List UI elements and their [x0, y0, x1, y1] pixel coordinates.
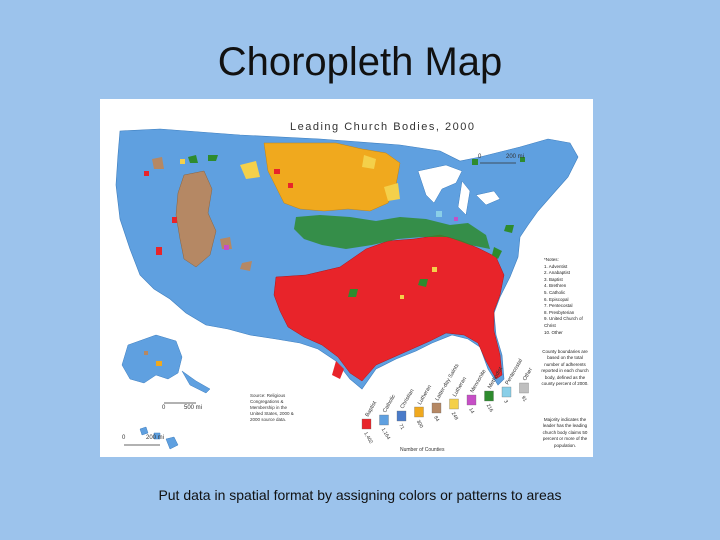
- methodist-band: [294, 215, 490, 249]
- legend-bars: Baptist 1,402 Catholic 1,164 Christian 71 Luth…: [361, 358, 534, 445]
- scale-label-alaska: 500 mi: [184, 405, 203, 411]
- legend-swatch: [501, 386, 512, 398]
- legend-label: Lutheran: [452, 376, 468, 398]
- legend-swatch: [519, 382, 529, 394]
- scale-label-main: 200 mi: [506, 154, 525, 160]
- legend-count: 216: [485, 403, 494, 413]
- legend-list-item: 4. Brethren: [544, 283, 567, 289]
- legend-label: Catholic: [382, 394, 397, 414]
- map-title: Leading Church Bodies, 2000: [290, 121, 476, 133]
- legend-list-item: 8. Presbyterian: [544, 309, 575, 315]
- legend-swatch: [466, 394, 477, 406]
- scattered-counties: [144, 157, 525, 299]
- scale-zero-alaska: 0: [162, 405, 166, 411]
- legend-swatch: [431, 402, 442, 414]
- scale-zero-main: 0: [478, 154, 482, 160]
- alaska-lds: [144, 351, 148, 355]
- us-county-map: Baptist 1,402 Catholic 1,164 Christian 71 Luth…: [115, 128, 579, 450]
- source-note: Source: Religious Congregations & Member…: [250, 393, 294, 422]
- choropleth-map: Baptist 1,402 Catholic 1,164 Christian 71 Luth…: [100, 99, 593, 457]
- legend-list-item: 3. Baptist: [544, 276, 563, 282]
- legend-label: Baptist: [365, 400, 379, 418]
- baptist-west-texas: [332, 361, 344, 379]
- legend-count: 1,402: [362, 431, 374, 445]
- legend-swatch: [449, 398, 459, 410]
- legend-list-item: 7. Pentecostal: [544, 303, 573, 309]
- legend-list: *Notes: 1. Adventist 2. Anabaptist 3. Bapti…: [544, 257, 590, 336]
- legend-swatch: [414, 406, 424, 418]
- legend-list-item: 5. Catholic: [544, 289, 566, 295]
- slide-caption: Put data in spatial format by assigning …: [158, 487, 562, 503]
- legend-list-item: 1. Adventist: [544, 263, 568, 269]
- legend-label: Other: [522, 367, 534, 382]
- legend-list-item: 6. Episcopal: [544, 296, 569, 302]
- legend-count: 3: [502, 399, 509, 405]
- legend-count: 248: [450, 411, 459, 421]
- legend-note: County boundaries are based on the total…: [541, 349, 589, 387]
- legend-swatch: [361, 418, 372, 430]
- legend-note-majority: Majority indicates the leader has the le…: [542, 417, 588, 448]
- legend-count: 84: [432, 415, 440, 423]
- legend-label: Lutheran: [417, 384, 433, 406]
- legend-swatch: [379, 414, 389, 426]
- legend-label: Mennonite: [470, 369, 488, 394]
- legend-count: 14: [467, 407, 475, 415]
- legend-count: 300: [415, 419, 424, 429]
- legend-swatch: [484, 390, 494, 402]
- lutheran-region: [263, 142, 401, 212]
- alaska-lutheran: [156, 361, 162, 366]
- legend-axis-label: Number of Counties: [400, 447, 445, 453]
- alaska: [121, 334, 211, 394]
- hawaii: [139, 426, 179, 450]
- legend-count: 71: [397, 423, 405, 431]
- lds-patches: [152, 157, 252, 271]
- scale-label-hawaii: 200 mi: [146, 435, 165, 441]
- legend-swatch: [396, 410, 407, 422]
- legend-list-item: 9. United Church of Christ: [544, 316, 583, 328]
- legend-list-item: 2. Anabaptist: [544, 270, 571, 276]
- legend-list-item: *Notes:: [544, 257, 559, 262]
- legend-count: 1,164: [380, 427, 392, 441]
- slide-title: Choropleth Map: [217, 40, 503, 84]
- great-lakes: [417, 164, 501, 216]
- legend-label: Pentecostal: [505, 358, 525, 386]
- legend-label: Christian: [400, 388, 416, 410]
- legend-count: 91: [520, 395, 528, 403]
- scale-zero-hawaii: 0: [122, 435, 126, 441]
- legend-list-item: 10. Other: [544, 329, 563, 335]
- lds-region: [175, 170, 217, 268]
